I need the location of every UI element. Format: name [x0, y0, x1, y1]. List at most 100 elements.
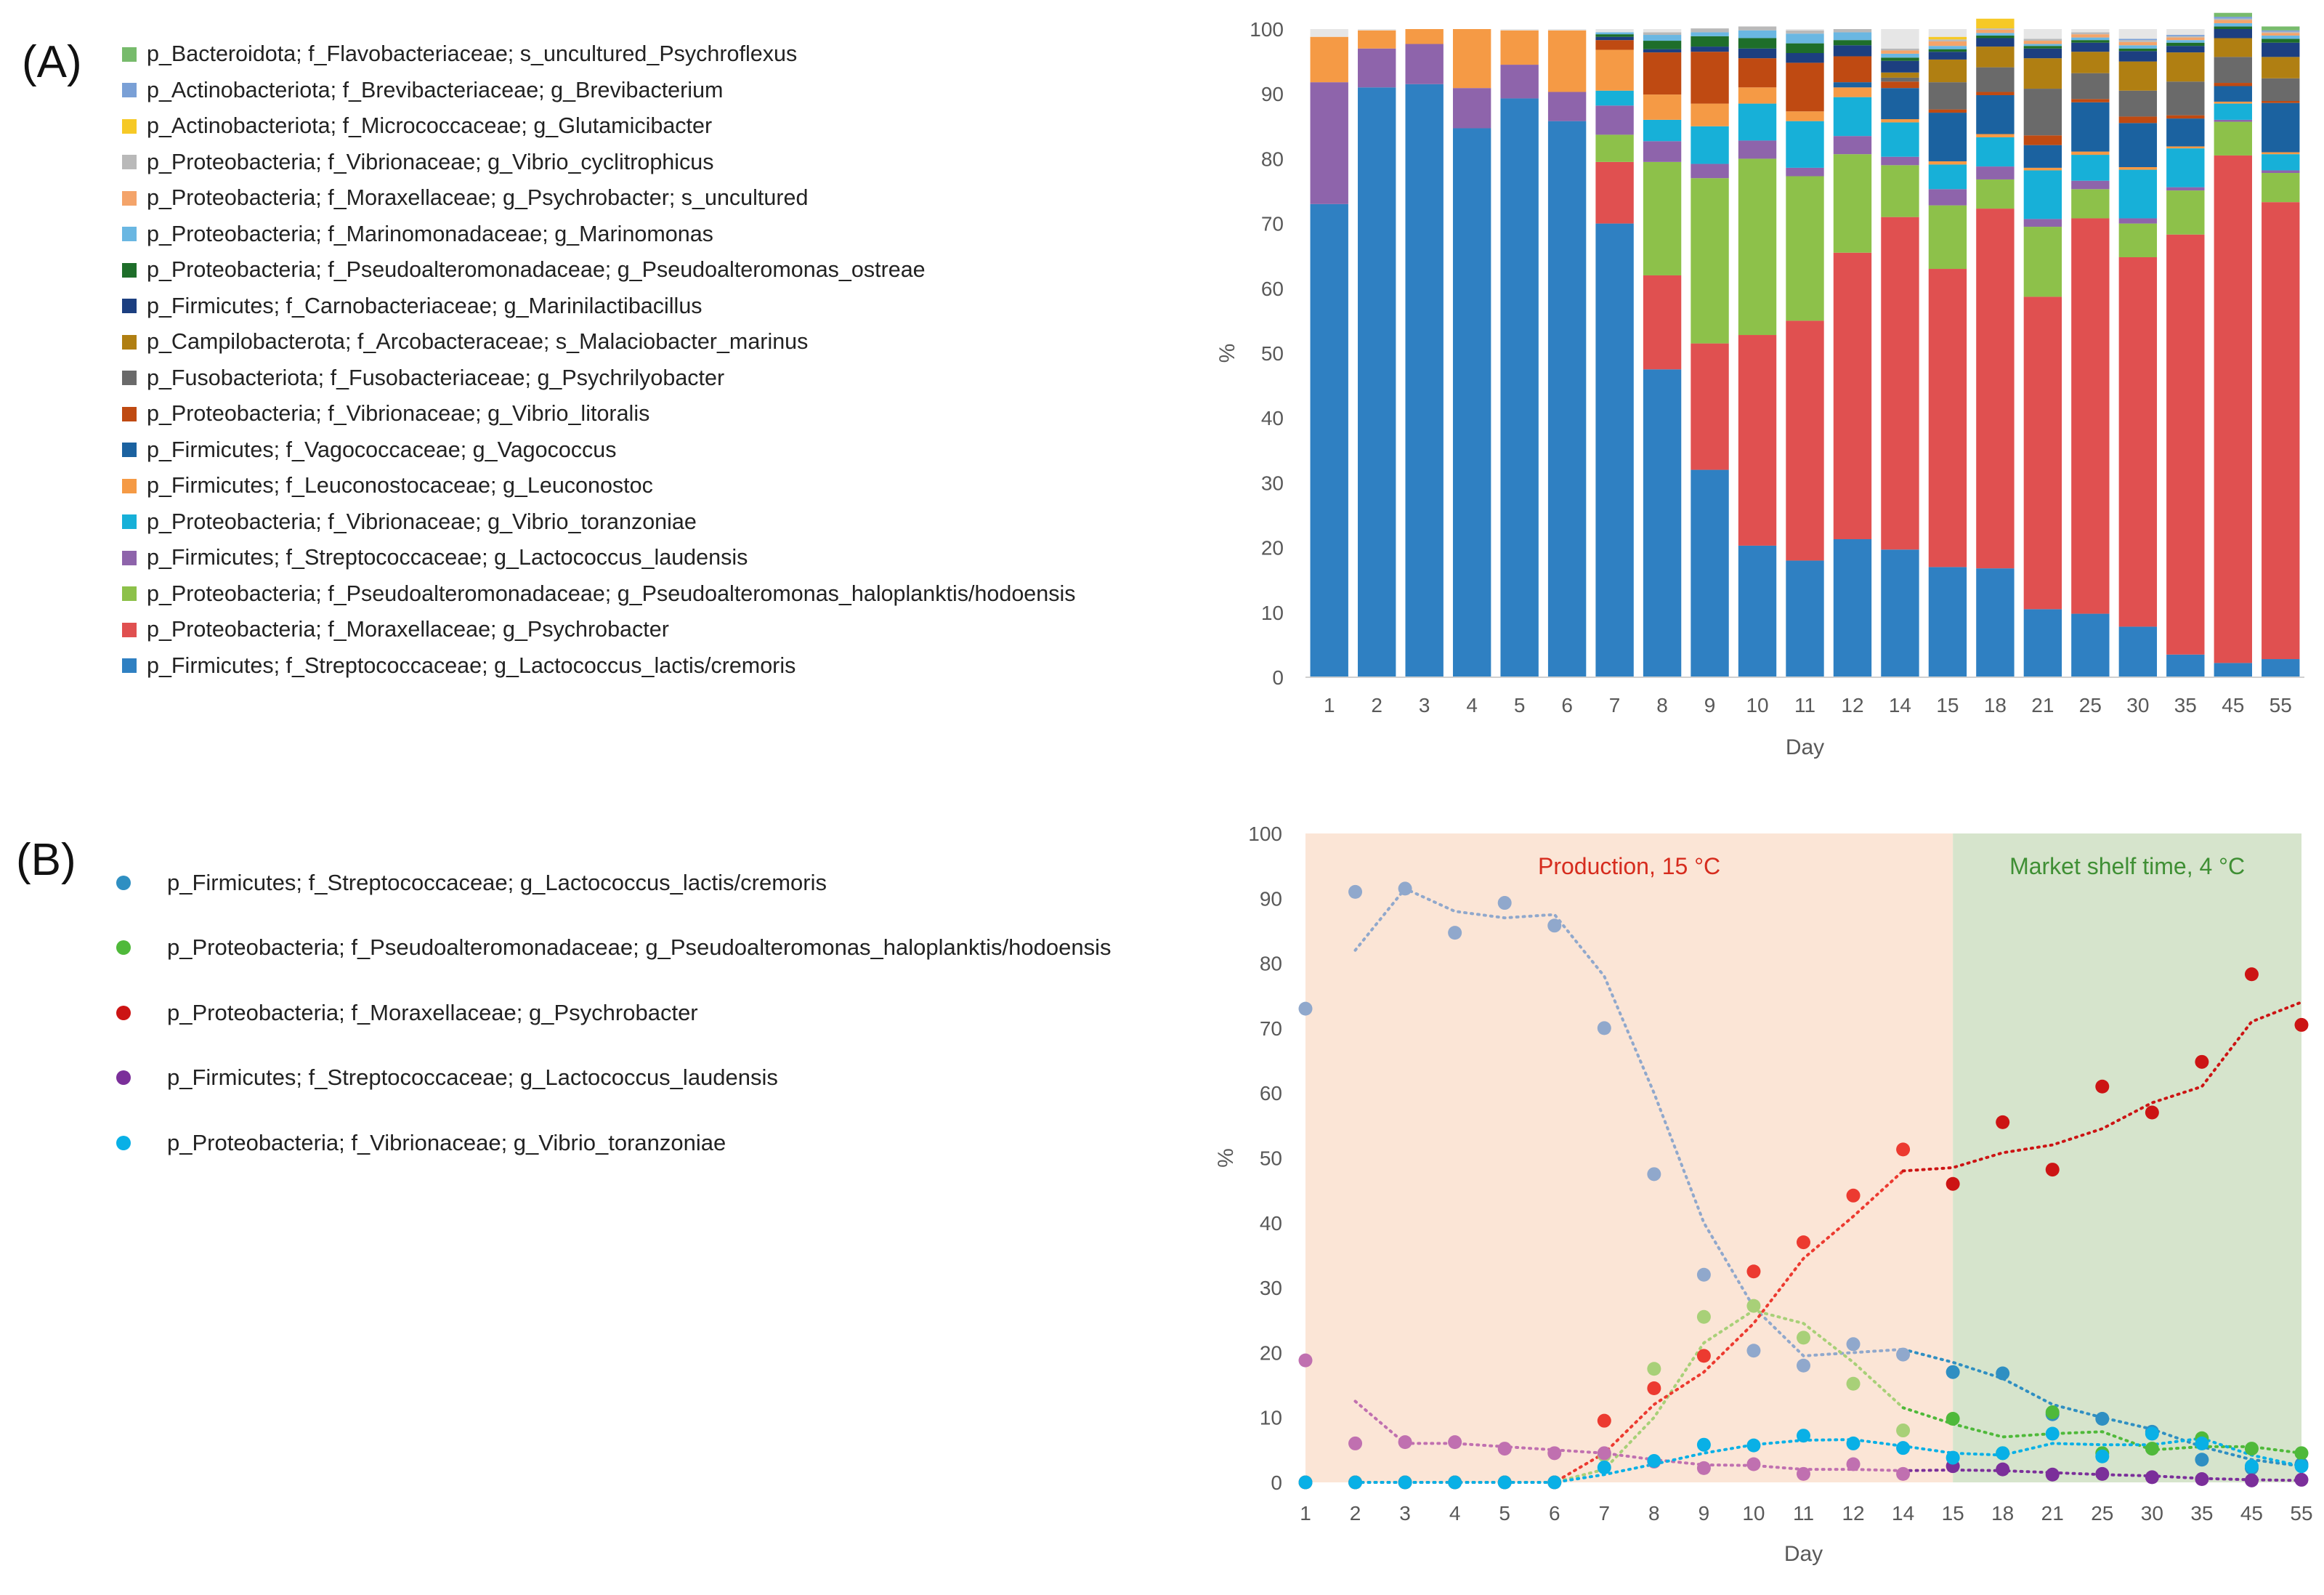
bar-segment-g-marinilactibacillus — [2071, 42, 2110, 52]
bar-segment-g-vibrio-cyclitrophicus — [2262, 31, 2300, 33]
data-point-g-lactococcus-lactis-cremoris — [1946, 1365, 1960, 1379]
bar-segment-g-vibrio-litoralis — [1976, 92, 2015, 95]
bar-segment-g-brevibacterium — [2118, 39, 2158, 41]
bar-segment-g-vibrio-cyclitrophicus — [1786, 30, 1824, 34]
bar-segment-s-uncultured — [1928, 41, 1967, 47]
bar-segment-g-lactococcus-lactis-cremoris — [1881, 549, 1919, 677]
legend-item: p_Proteobacteria; f_Vibrionaceae; g_Vibr… — [122, 145, 1076, 181]
bar-segment-s-uncultured — [2166, 37, 2205, 41]
bar-segment-g-pseudoalteromonas-haloplanktis-hodoensis — [2118, 223, 2158, 257]
bar-segment-g-pseudoalteromonas-haloplanktis-hodoensis — [2214, 121, 2252, 156]
bar-segment-g-marinomonas — [2071, 37, 2110, 41]
bar-segment-g-lactococcus-lactis-cremoris — [2214, 663, 2252, 677]
data-point-g-lactococcus-laudensis — [1547, 1446, 1562, 1461]
legend-swatch — [122, 406, 137, 421]
bar-segment-g-pseudoalteromonas-ostreae — [2262, 39, 2300, 43]
bar-segment-g-lactococcus-laudensis — [1976, 166, 2015, 179]
bar-segment-g-leuconostoc — [1358, 30, 1396, 49]
data-point-g-vibrio-toranzoniae — [1597, 1460, 1611, 1474]
data-point-g-vibrio-toranzoniae — [1647, 1454, 1661, 1469]
bar-segment-g-marinilactibacillus — [1786, 53, 1824, 63]
data-point-g-lactococcus-laudensis — [1497, 1442, 1512, 1456]
bar-segment-g-psychrilyobacter — [2118, 90, 2158, 117]
bar-segment-g-lactococcus-lactis-cremoris — [2118, 626, 2158, 677]
legend-item: p_Firmicutes; f_Vagococcaceae; g_Vagococ… — [122, 432, 1076, 469]
bar-segment-g-vagococcus — [2262, 102, 2300, 153]
bar-segment-g-vagococcus — [1976, 94, 2015, 134]
data-point-g-lactococcus-laudensis — [2195, 1472, 2209, 1487]
x-tick-label: 5 — [1499, 1502, 1510, 1525]
bar-segment-g-marinilactibacillus — [2118, 51, 2158, 62]
bar-segment-g-lactococcus-lactis-cremoris — [2023, 609, 2062, 677]
y-tick-label: 40 — [1260, 1212, 1282, 1235]
y-tick-label: 60 — [1261, 278, 1284, 300]
legend-item: p_Proteobacteria; f_Pseudoalteromonadace… — [122, 252, 1076, 288]
bar-segment-remainder — [1500, 29, 1539, 31]
data-point-g-lactococcus-laudensis — [1398, 1435, 1412, 1450]
y-tick-label: 50 — [1260, 1147, 1282, 1170]
data-point-g-psychrobacter — [2195, 1054, 2209, 1069]
bar-segment-g-vibrio-toranzoniae — [1976, 137, 2015, 167]
bar-segment-g-leuconostoc — [1976, 134, 2015, 137]
bar-segment-g-pseudoalteromonas-ostreae — [2166, 42, 2205, 47]
y-tick-label: 80 — [1260, 953, 1282, 975]
bar-segment-s-malaciobacter-marinus — [2071, 52, 2110, 73]
bar-segment-g-lactococcus-laudensis — [1310, 82, 1348, 204]
data-point-g-psychrobacter — [2294, 1017, 2309, 1032]
bar-segment-g-vibrio-litoralis — [2262, 101, 2300, 103]
data-point-g-vibrio-toranzoniae — [2145, 1426, 2159, 1441]
data-point-g-vibrio-toranzoniae — [2045, 1426, 2060, 1441]
legend-item: p_Bacteroidota; f_Flavobacteriaceae; s_u… — [122, 36, 1076, 73]
bar-segment-remainder — [1310, 29, 1348, 37]
data-point-g-lactococcus-laudensis — [1996, 1462, 2010, 1477]
bar-segment-g-leuconostoc — [2166, 146, 2205, 149]
bar-segment-s-uncultured — [1976, 29, 2015, 33]
bar-segment-g-marinilactibacillus — [1881, 60, 1919, 73]
y-tick-label: 90 — [1261, 83, 1284, 105]
bar-segment-g-leuconostoc — [2023, 167, 2062, 171]
legend-label: p_Proteobacteria; f_Marinomonadaceae; g_… — [147, 221, 713, 246]
data-point-g-pseudoalteromonas-haloplanktis-hodoensis — [1896, 1424, 1911, 1438]
legend-label: p_Actinobacteriota; f_Micrococcaceae; g_… — [147, 113, 713, 139]
data-point-g-vibrio-toranzoniae — [1746, 1438, 1761, 1453]
bar-segment-g-vibrio-litoralis — [2118, 116, 2158, 124]
data-point-g-psychrobacter — [1746, 1264, 1761, 1279]
bar-segment-g-lactococcus-lactis-cremoris — [1786, 560, 1824, 677]
bar-segment-g-vibrio-litoralis — [1881, 81, 1919, 89]
bar-segment-g-vibrio-cyclitrophicus — [2023, 39, 2062, 41]
bar-segment-g-lactococcus-lactis-cremoris — [1833, 539, 1872, 677]
legend-item: p_Proteobacteria; f_Pseudoalteromonadace… — [122, 576, 1076, 613]
trend-line-g-pseudoalteromonas-haloplanktis-hodoensis-shelf — [1901, 1406, 2303, 1455]
data-point-g-psychrobacter — [2095, 1079, 2110, 1094]
bar-segment-g-vibrio-toranzoniae — [2166, 148, 2205, 187]
bar-segment-g-marinilactibacillus — [2262, 42, 2300, 57]
bar-segment-g-lactococcus-laudensis — [1595, 105, 1634, 135]
x-tick-label: 15 — [1942, 1502, 1964, 1525]
data-point-g-lactococcus-laudensis — [1746, 1457, 1761, 1471]
trend-line-g-vibrio-toranzoniae-shelf — [1901, 1437, 2303, 1468]
bar-segment-g-pseudoalteromonas-ostreae — [1833, 40, 1872, 46]
bar-segment-g-psychrobacter — [1786, 320, 1824, 561]
bar-segment-g-psychrilyobacter — [1976, 67, 2015, 92]
bar-segment-g-lactococcus-lactis-cremoris — [1500, 98, 1539, 678]
legend-label: p_Firmicutes; f_Streptococcaceae; g_Lact… — [167, 869, 827, 895]
bar-segment-g-vibrio-litoralis — [2071, 99, 2110, 102]
bar-segment-g-lactococcus-laudensis — [2071, 180, 2110, 190]
y-tick-label: 40 — [1261, 407, 1284, 429]
legend-swatch — [122, 586, 137, 602]
bar-segment-g-psychrilyobacter — [2262, 78, 2300, 102]
data-point-g-vibrio-toranzoniae — [1348, 1475, 1363, 1490]
data-point-g-vibrio-toranzoniae — [1797, 1429, 1810, 1443]
y-tick-label: 80 — [1261, 148, 1284, 170]
bar-segment-g-vibrio-litoralis — [1786, 62, 1824, 112]
x-tick-label: 7 — [1609, 694, 1621, 716]
legend-swatch — [122, 262, 137, 278]
legend-item: p_Firmicutes; f_Carnobacteriaceae; g_Mar… — [122, 288, 1076, 325]
bar-segment-g-lactococcus-laudensis — [1833, 136, 1872, 155]
legend-swatch — [122, 550, 137, 565]
bar-segment-g-psychrobacter — [2023, 296, 2062, 610]
legend-swatch — [122, 443, 137, 458]
bar-segment-remainder — [1928, 29, 1967, 37]
bar-segment-g-pseudoalteromonas-haloplanktis-hodoensis — [1928, 205, 1967, 270]
legend-label: p_Proteobacteria; f_Vibrionaceae; g_Vibr… — [147, 401, 650, 427]
